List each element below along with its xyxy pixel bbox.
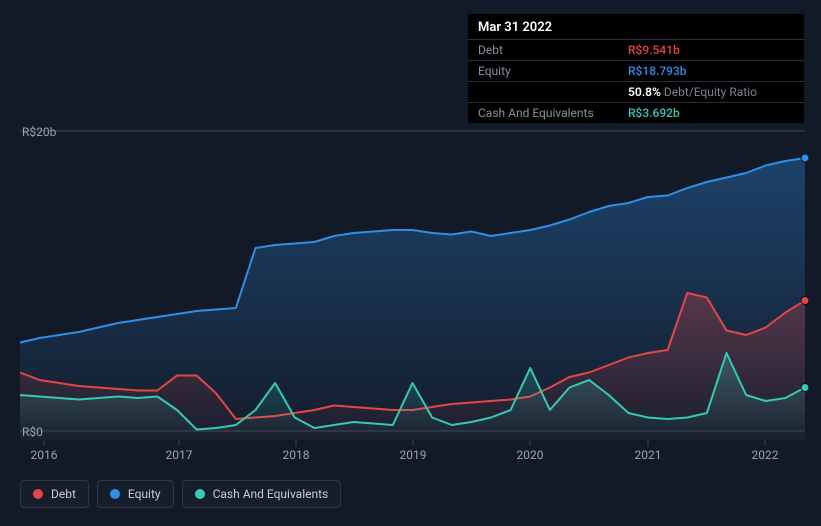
x-axis-labels: 2016 2017 2018 2019 2020 2021 2022 bbox=[0, 448, 821, 468]
tooltip-row-label: Equity bbox=[478, 64, 628, 78]
tooltip-row: EquityR$18.793b bbox=[468, 60, 804, 81]
chart-legend: Debt Equity Cash And Equivalents bbox=[20, 480, 341, 508]
x-axis-tick-label: 2022 bbox=[752, 448, 779, 462]
tooltip-row: 50.8%Debt/Equity Ratio bbox=[468, 81, 804, 102]
data-tooltip: Mar 31 2022 DebtR$9.541bEquityR$18.793b5… bbox=[468, 14, 804, 123]
legend-item-debt[interactable]: Debt bbox=[20, 480, 89, 508]
legend-label: Cash And Equivalents bbox=[213, 487, 329, 501]
legend-item-equity[interactable]: Equity bbox=[97, 480, 174, 508]
tooltip-row-value: R$18.793b bbox=[628, 64, 687, 78]
y-axis-label-top: R$20b bbox=[22, 125, 56, 139]
tooltip-date: Mar 31 2022 bbox=[468, 14, 804, 39]
x-axis-tick-label: 2019 bbox=[400, 448, 427, 462]
tooltip-row-label: Cash And Equivalents bbox=[478, 106, 628, 120]
tooltip-row-value: 50.8%Debt/Equity Ratio bbox=[628, 85, 757, 99]
legend-dot-icon bbox=[33, 489, 43, 499]
legend-dot-icon bbox=[195, 489, 205, 499]
legend-label: Debt bbox=[51, 487, 76, 501]
tooltip-row-value: R$3.692b bbox=[628, 106, 680, 120]
tooltip-row: Cash And EquivalentsR$3.692b bbox=[468, 102, 804, 123]
tooltip-row-value: R$9.541b bbox=[628, 43, 680, 57]
legend-label: Equity bbox=[128, 487, 161, 501]
legend-dot-icon bbox=[110, 489, 120, 499]
tooltip-row-label bbox=[478, 85, 628, 99]
x-axis-tick-label: 2020 bbox=[517, 448, 544, 462]
tooltip-row: DebtR$9.541b bbox=[468, 39, 804, 60]
y-axis-label-bottom: R$0 bbox=[22, 425, 43, 439]
x-axis-tick-label: 2021 bbox=[635, 448, 662, 462]
tooltip-row-label: Debt bbox=[478, 43, 628, 57]
x-axis-tick-label: 2017 bbox=[166, 448, 193, 462]
legend-item-cash[interactable]: Cash And Equivalents bbox=[182, 480, 342, 508]
x-axis-tick-label: 2016 bbox=[31, 448, 58, 462]
x-axis-tick-label: 2018 bbox=[283, 448, 310, 462]
